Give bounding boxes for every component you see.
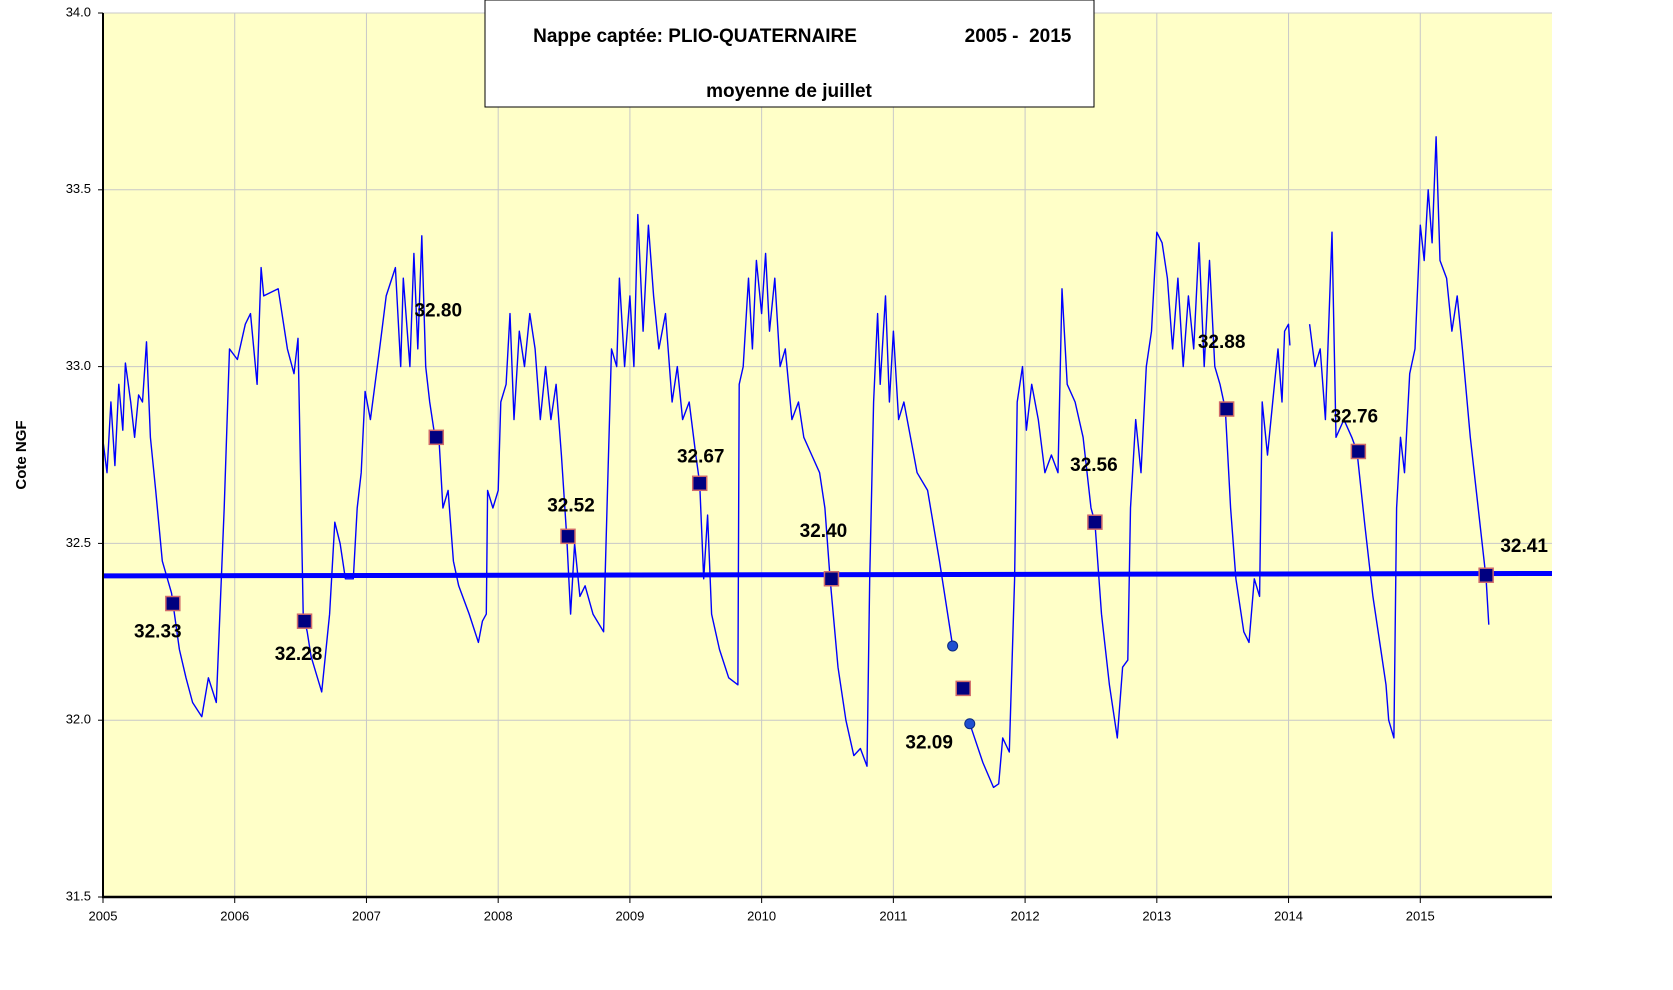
y-tick-label: 33.0: [66, 358, 91, 373]
x-tick-label: 2005: [89, 908, 118, 923]
chart-period: 2005 - 2015: [965, 26, 1072, 47]
data-label: 32.33: [134, 622, 182, 643]
july-mean-marker: [1087, 514, 1103, 530]
data-label: 32.56: [1070, 455, 1118, 476]
data-label: 32.52: [547, 495, 595, 516]
july-mean-marker: [296, 613, 313, 629]
data-label: 32.28: [275, 644, 323, 665]
data-label: 32.67: [677, 446, 725, 467]
y-axis-label: Cote NGF: [13, 420, 30, 489]
y-tick-label: 32.5: [66, 535, 91, 550]
data-label: 32.76: [1331, 406, 1379, 427]
marks: 32.33 32.28 32.80 32.52 32.67 32.40 32.09 32.56…: [102, 136, 1553, 789]
chart-subtitle: moyenne de juillet: [706, 81, 872, 102]
y-tick-label: 34.0: [66, 4, 91, 19]
x-tick-label: 2013: [1142, 908, 1171, 923]
x-tick-label: 2011: [879, 908, 907, 923]
july-mean-marker: [823, 571, 840, 587]
x-tick-label: 2006: [220, 908, 249, 923]
july-mean-marker: [1218, 401, 1235, 417]
chart-title: Nappe captée: PLIO-QUATERNAIRE: [533, 26, 857, 47]
x-tick-label: 2014: [1274, 908, 1303, 923]
point: [964, 718, 976, 730]
y-tick-label: 31.5: [66, 888, 91, 903]
x-tick-label: 2009: [615, 908, 644, 923]
point: [947, 640, 959, 652]
july-mean-marker: [691, 475, 708, 492]
y-tick-label: 32.0: [66, 712, 91, 727]
x-tick-label: 2012: [1011, 908, 1040, 923]
july-mean-marker: [1478, 567, 1494, 583]
july-mean-marker: [1350, 443, 1367, 460]
july-mean-marker: [428, 429, 445, 446]
july-mean-marker: [165, 595, 181, 612]
july-mean-marker: [560, 528, 576, 545]
x-tick-label: 2007: [352, 908, 381, 923]
data-label: 32.40: [800, 521, 848, 542]
x-tick-label: 2008: [484, 908, 513, 923]
data-label: 32.41: [1500, 536, 1548, 557]
title-box: [484, 0, 1095, 108]
data-label: 32.80: [414, 300, 462, 321]
level-line: [102, 136, 1490, 789]
july-mean-marker: [955, 680, 971, 697]
plot-area: [103, 13, 1552, 897]
x-tick-label: 2015: [1406, 908, 1435, 923]
x-tick-label: 2010: [747, 908, 776, 923]
data-label: 32.88: [1198, 332, 1246, 353]
y-tick-label: 33.5: [66, 181, 91, 196]
data-label: 32.09: [905, 732, 953, 753]
